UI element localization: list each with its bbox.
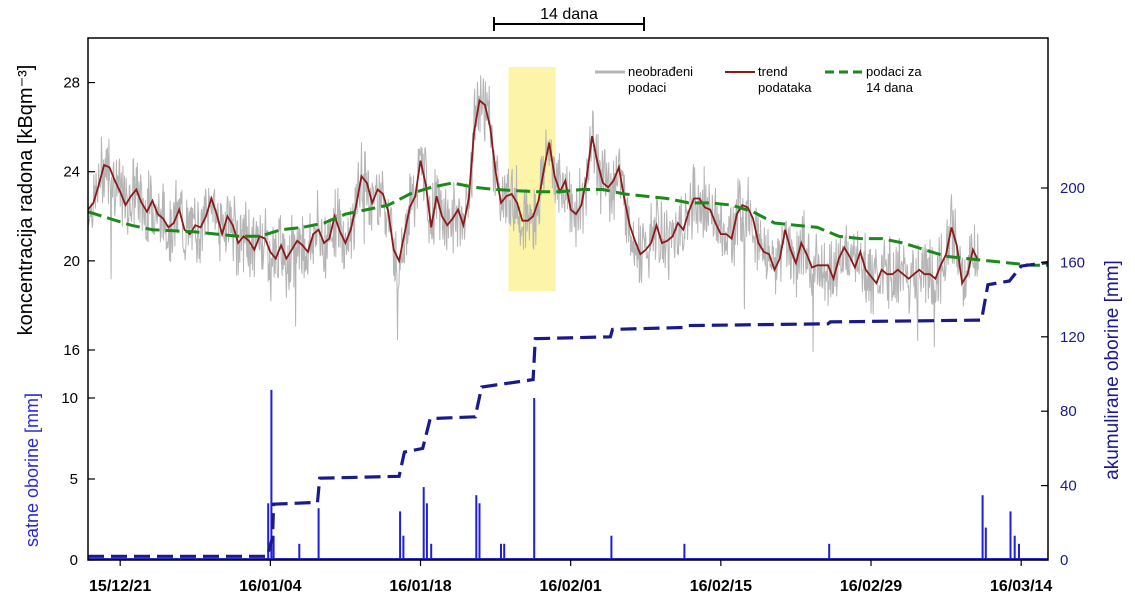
lower-left-ytick-label: 10 (61, 390, 78, 407)
avg14-line (87, 181, 1048, 267)
legend-avg-label-1: podaci za (866, 64, 922, 79)
rain-bar (272, 535, 275, 560)
scale-bar-label: 14 dana (540, 6, 598, 23)
upper-ytick-label: 28 (63, 75, 80, 92)
rain-bar (402, 535, 405, 560)
rain-bar (683, 543, 686, 560)
xtick-label: 16/01/04 (239, 578, 301, 595)
raw-data-series (87, 75, 979, 352)
upper-ytick-label: 20 (63, 253, 80, 270)
highlight-14-days (508, 67, 556, 291)
hourly-rain-bars (88, 389, 1048, 560)
rain-bar (298, 543, 301, 560)
rain-bar (475, 495, 478, 560)
raw-data-line (87, 75, 979, 352)
right-ytick-label: 0 (1060, 552, 1068, 569)
plot-frame (87, 37, 1049, 561)
rain-bar (317, 508, 320, 560)
axes: 16 20 24 28 0 5 10 0 40 80 120 160 200 15/12/21 16/01/… (61, 75, 1085, 595)
rain-bar (981, 495, 984, 560)
legend-trend-label-1: trend (758, 64, 788, 79)
legend-raw-label-2: podaci (628, 80, 666, 95)
rain-bar (828, 543, 831, 560)
rain-bar (500, 543, 502, 560)
upper-ylabel: koncentracija radona [kBqm⁻³] (15, 65, 37, 336)
accumulated-rain-line (88, 260, 1049, 558)
rain-bar (1013, 535, 1016, 560)
rain-bar (610, 535, 613, 560)
xtick-label: 16/02/01 (540, 578, 602, 595)
upper-ytick-label: 24 (63, 164, 80, 181)
avg14-series (87, 181, 1048, 267)
xtick-label: 16/03/14 (990, 578, 1052, 595)
legend-trend-label-2: podataka (758, 80, 812, 95)
lower-left-ylabel: satne oborine [mm] (22, 393, 42, 547)
xtick-label: 15/12/21 (89, 578, 151, 595)
xtick-label: 16/01/18 (389, 578, 451, 595)
lower-left-ytick-label: 5 (70, 471, 78, 488)
rain-bar (430, 543, 433, 560)
right-ytick-label: 40 (1060, 478, 1077, 495)
accumulated-rain-series (88, 260, 1049, 558)
scale-bar: 14 dana (493, 6, 645, 31)
rain-bar (1018, 543, 1020, 560)
legend-raw-label-1: neobrađeni (628, 64, 693, 79)
rain-bar (267, 503, 270, 560)
right-ytick-label: 160 (1060, 254, 1085, 271)
legend: neobrađeni podaci trend podataka podaci … (595, 64, 922, 95)
xtick-label: 16/02/15 (690, 578, 752, 595)
rain-bar (478, 503, 481, 560)
right-ytick-label: 120 (1060, 329, 1085, 346)
lower-left-ytick-label: 0 (70, 552, 78, 569)
right-ytick-label: 80 (1060, 403, 1077, 420)
lower-right-ylabel: akumulirane oborine [mm] (1102, 260, 1123, 480)
rain-bar (533, 398, 536, 560)
rain-bar (399, 511, 402, 560)
rain-bar (984, 527, 987, 560)
rain-bar (1009, 511, 1012, 560)
xtick-label: 16/02/29 (840, 578, 902, 595)
rain-bar (422, 487, 425, 560)
upper-ytick-label: 16 (63, 342, 80, 359)
rain-bar (270, 389, 273, 560)
rain-bar (425, 503, 428, 560)
legend-avg-label-2: 14 dana (866, 80, 914, 95)
rain-bar (503, 543, 506, 560)
right-ytick-label: 200 (1060, 180, 1085, 197)
